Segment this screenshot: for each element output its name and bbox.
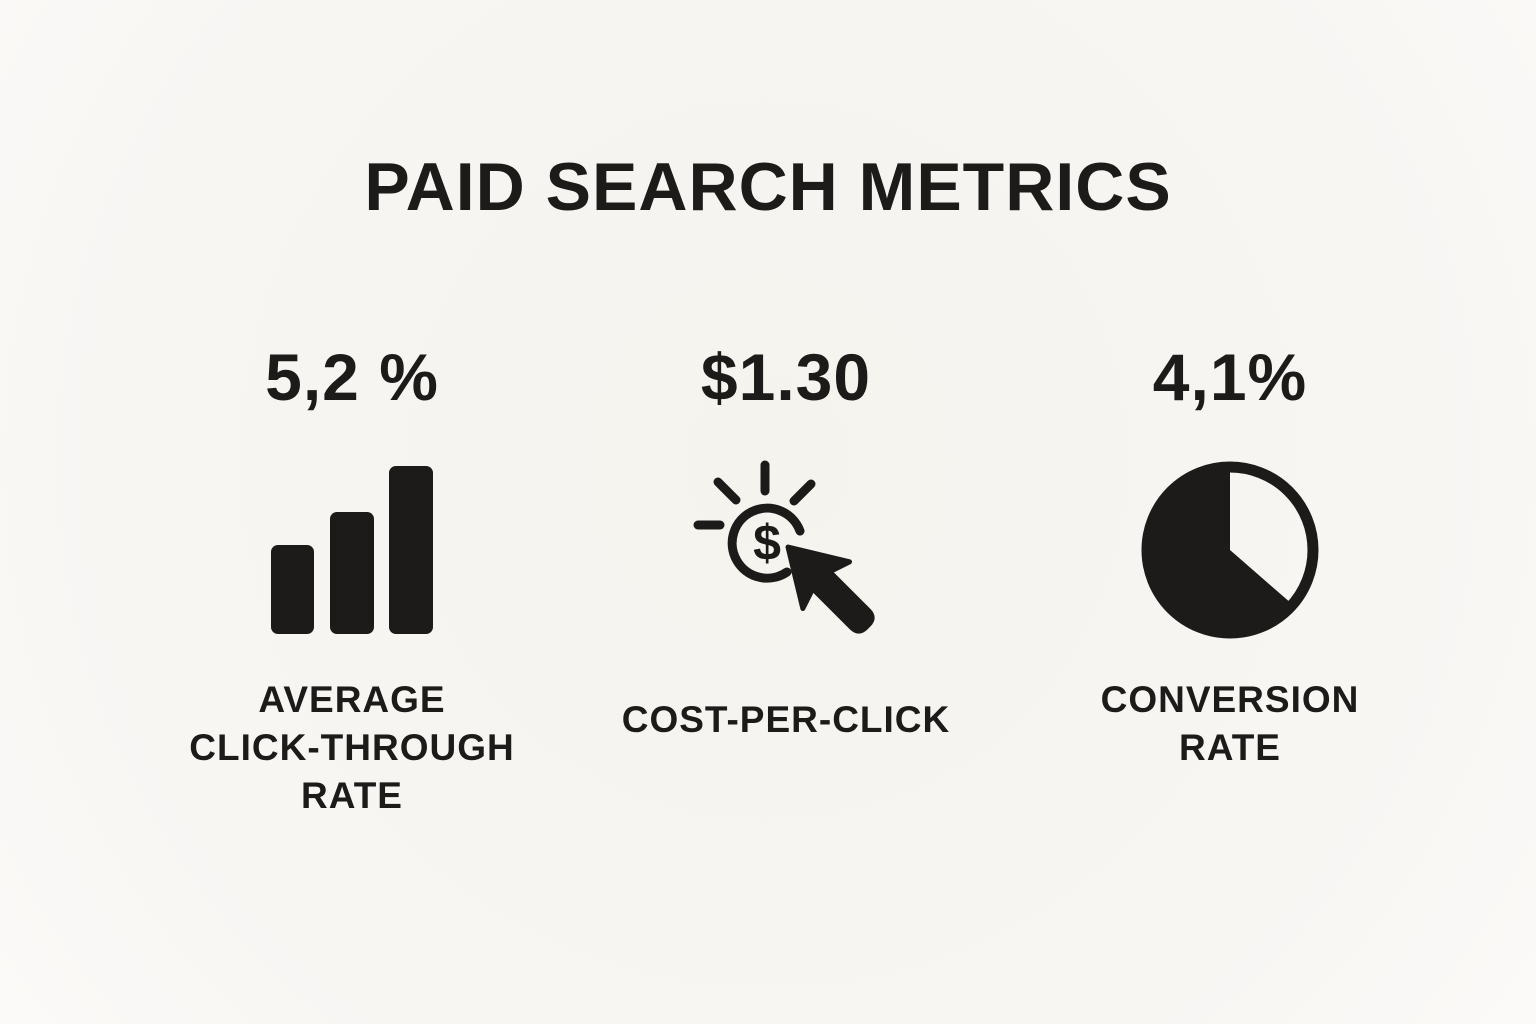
metric-label-cpc: COST-PER-CLICK [621, 699, 951, 740]
cursor-arrow-icon [785, 544, 875, 634]
metric-label-cvr: CONVERSION RATE [1100, 679, 1360, 769]
bar-chart-icon [271, 466, 433, 639]
metric-card-cpc: $1.30 $ CO [566, 330, 1006, 744]
metric-value-ctr: 5,2 % [265, 340, 439, 414]
metric-card-ctr: 5,2 % AVERAGE CLICK-THROUGH RATE [132, 330, 572, 820]
metric-icon-wrap [132, 445, 572, 660]
metric-card-cvr: 4,1% CONVERSION RATE [1010, 330, 1450, 772]
metric-icon-wrap [1010, 445, 1450, 660]
metric-icon-wrap: $ [566, 445, 1006, 660]
page-title: PAID SEARCH METRICS [364, 149, 1172, 225]
dollar-sign-glyph: $ [753, 515, 781, 571]
metric-value-cpc: $1.30 [700, 340, 872, 414]
metric-value-cvr: 4,1% [1152, 340, 1308, 414]
pie-chart-icon [1141, 461, 1319, 644]
metric-label-ctr: AVERAGE CLICK-THROUGH RATE [189, 679, 515, 817]
cost-per-click-icon: $ [690, 456, 882, 649]
